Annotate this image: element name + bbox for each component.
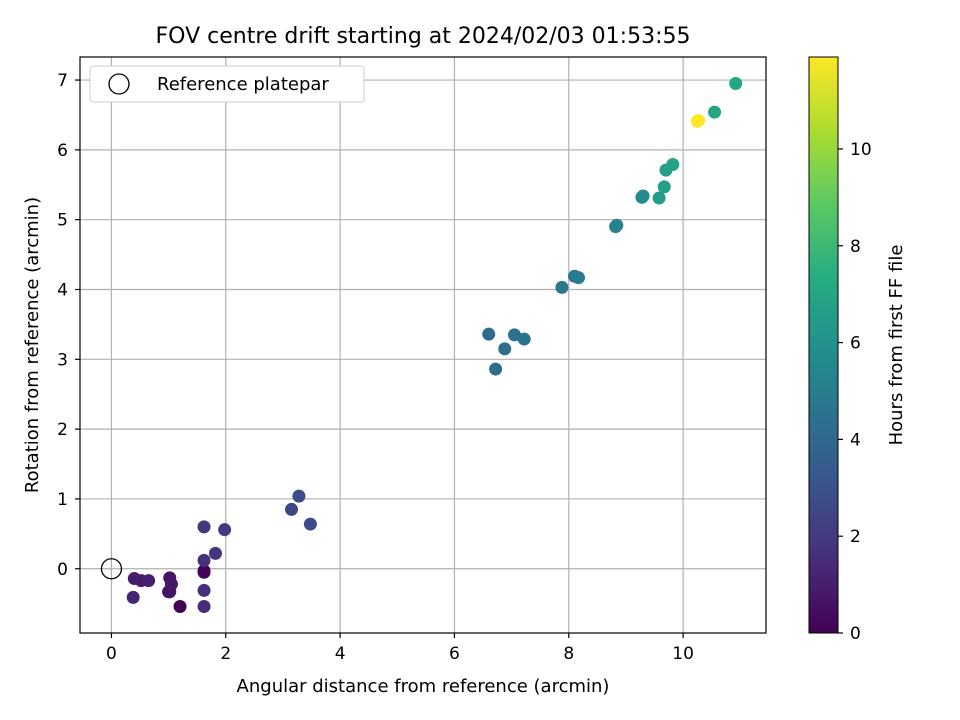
x-tick-label: 2 [220, 644, 231, 664]
legend: Reference platepar [89, 65, 365, 103]
data-point [197, 599, 211, 613]
plot-frame [79, 56, 767, 634]
data-point [197, 520, 211, 534]
data-point [292, 489, 306, 503]
y-tick-label: 4 [57, 280, 68, 300]
y-tick-label: 0 [57, 560, 68, 580]
data-point [489, 362, 503, 376]
colorbar-ticks: 0 2 4 6 8 10 [838, 140, 872, 644]
y-axis-label: Rotation from reference (arcmin) [22, 197, 43, 493]
data-point [218, 523, 232, 537]
legend-entry-reference: Reference platepar [157, 74, 329, 95]
y-tick-label: 2 [57, 420, 68, 440]
y-tick-label: 5 [57, 211, 68, 231]
data-point [507, 328, 521, 342]
data-point [636, 189, 650, 203]
x-tick-label: 0 [106, 644, 117, 664]
colorbar-tick-label: 6 [850, 334, 861, 354]
colorbar: 0 2 4 6 8 10 Hours from first FF file [808, 56, 907, 644]
colorbar-tick-label: 2 [850, 527, 861, 547]
x-axis-ticks: 0 2 4 6 8 10 [106, 633, 694, 664]
data-point [571, 271, 585, 285]
y-tick-label: 7 [57, 71, 68, 91]
reference-platepar-marker [100, 558, 123, 580]
legend-box [89, 65, 365, 103]
data-point [164, 577, 178, 591]
data-point [482, 327, 496, 341]
chart-title: FOV centre drift starting at 2024/02/03 … [156, 24, 691, 49]
data-point [173, 599, 187, 613]
colorbar-tick-label: 10 [850, 140, 872, 160]
colorbar-gradient [808, 56, 839, 634]
data-point [555, 280, 569, 294]
colorbar-label: Hours from first FF file [886, 245, 907, 446]
data-point [610, 218, 624, 232]
y-tick-label: 1 [57, 490, 68, 510]
x-axis-label: Angular distance from reference (arcmin) [237, 676, 610, 697]
y-tick-label: 6 [57, 141, 68, 161]
data-point [498, 342, 512, 356]
data-point [285, 502, 299, 516]
data-point [729, 77, 743, 91]
data-point [517, 332, 531, 346]
x-tick-label: 4 [335, 644, 346, 664]
colorbar-tick-label: 4 [850, 430, 861, 450]
x-tick-label: 10 [672, 644, 694, 664]
x-tick-label: 8 [563, 644, 574, 664]
data-point [708, 105, 722, 119]
reference-marker [100, 558, 123, 580]
x-tick-label: 6 [449, 644, 460, 664]
data-point [197, 565, 211, 579]
y-tick-label: 3 [57, 350, 68, 370]
data-point [666, 158, 680, 172]
legend-reference-marker [108, 73, 130, 95]
grid-lines [80, 57, 766, 633]
data-point [126, 590, 140, 604]
y-axis-ticks: 0 1 2 3 4 5 6 7 [57, 71, 80, 580]
data-point [142, 574, 156, 588]
data-point [303, 517, 317, 531]
data-point [652, 191, 666, 205]
data-point [197, 583, 211, 597]
data-point [197, 553, 211, 567]
data-point [657, 180, 671, 194]
data-point [208, 546, 222, 560]
colorbar-tick-label: 0 [850, 624, 861, 644]
colorbar-tick-label: 8 [850, 237, 861, 257]
data-points [126, 77, 743, 613]
data-point [692, 114, 706, 128]
